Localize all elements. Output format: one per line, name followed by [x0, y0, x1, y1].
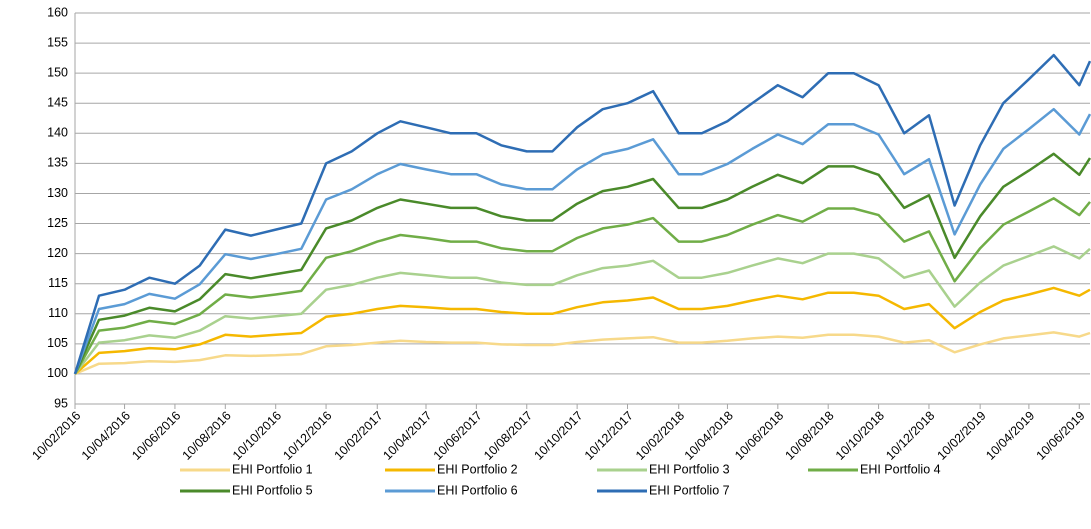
y-tick-label: 115: [48, 276, 68, 290]
y-tick-label: 155: [47, 35, 68, 49]
x-tick-label: 10/06/2019: [1034, 409, 1088, 463]
legend-label: EHI Portfolio 4: [860, 462, 941, 476]
y-tick-label: 140: [47, 126, 68, 140]
legend-label: EHI Portfolio 6: [437, 483, 518, 497]
x-tick-label: 10/08/2017: [481, 409, 535, 463]
y-tick-label: 120: [47, 246, 68, 260]
series-line: [73, 152, 1091, 375]
series-line: [73, 107, 1091, 375]
x-tick-label: 10/10/2016: [230, 409, 284, 463]
series-line: [74, 245, 1091, 375]
series-line: [74, 331, 1091, 376]
series-line: [74, 286, 1091, 375]
legend-label: EHI Portfolio 3: [649, 462, 730, 476]
y-tick-label: 105: [47, 336, 68, 350]
x-tick-label: 10/04/2018: [682, 409, 736, 463]
x-tick-label: 10/02/2019: [934, 409, 988, 463]
x-tick-label: 10/08/2016: [180, 409, 234, 463]
legend-label: EHI Portfolio 5: [232, 483, 313, 497]
y-tick-label: 95: [54, 396, 68, 410]
x-tick-label: 10/02/2017: [332, 409, 386, 463]
legend-label: EHI Portfolio 7: [649, 483, 730, 497]
y-tick-label: 135: [47, 156, 68, 170]
x-tick-label: 10/12/2018: [883, 409, 937, 463]
x-tick-label: 10/02/2016: [29, 409, 83, 463]
x-tick-label: 10/12/2016: [280, 409, 334, 463]
x-tick-label: 10/04/2019: [983, 409, 1037, 463]
x-tick-label: 10/12/2017: [582, 409, 636, 463]
y-tick-label: 160: [47, 5, 68, 19]
legend-label: EHI Portfolio 2: [437, 462, 518, 476]
x-tick-label: 10/06/2018: [732, 409, 786, 463]
x-tick-label: 10/02/2018: [633, 409, 687, 463]
y-tick-label: 145: [47, 96, 68, 110]
series-line: [73, 197, 1091, 375]
series-line: [73, 53, 1091, 375]
x-tick-label: 10/04/2016: [79, 409, 133, 463]
x-tick-label: 10/10/2017: [531, 409, 585, 463]
legend-label: EHI Portfolio 1: [232, 462, 313, 476]
x-tick-label: 10/06/2016: [129, 409, 183, 463]
y-tick-label: 100: [47, 366, 68, 380]
y-tick-label: 130: [47, 186, 68, 200]
x-tick-label: 10/08/2018: [783, 409, 837, 463]
x-tick-label: 10/10/2018: [833, 409, 887, 463]
x-tick-label: 10/06/2017: [431, 409, 485, 463]
y-tick-label: 125: [47, 216, 68, 230]
y-tick-label: 110: [48, 306, 68, 320]
y-tick-label: 150: [47, 65, 68, 79]
x-tick-label: 10/04/2017: [380, 409, 434, 463]
